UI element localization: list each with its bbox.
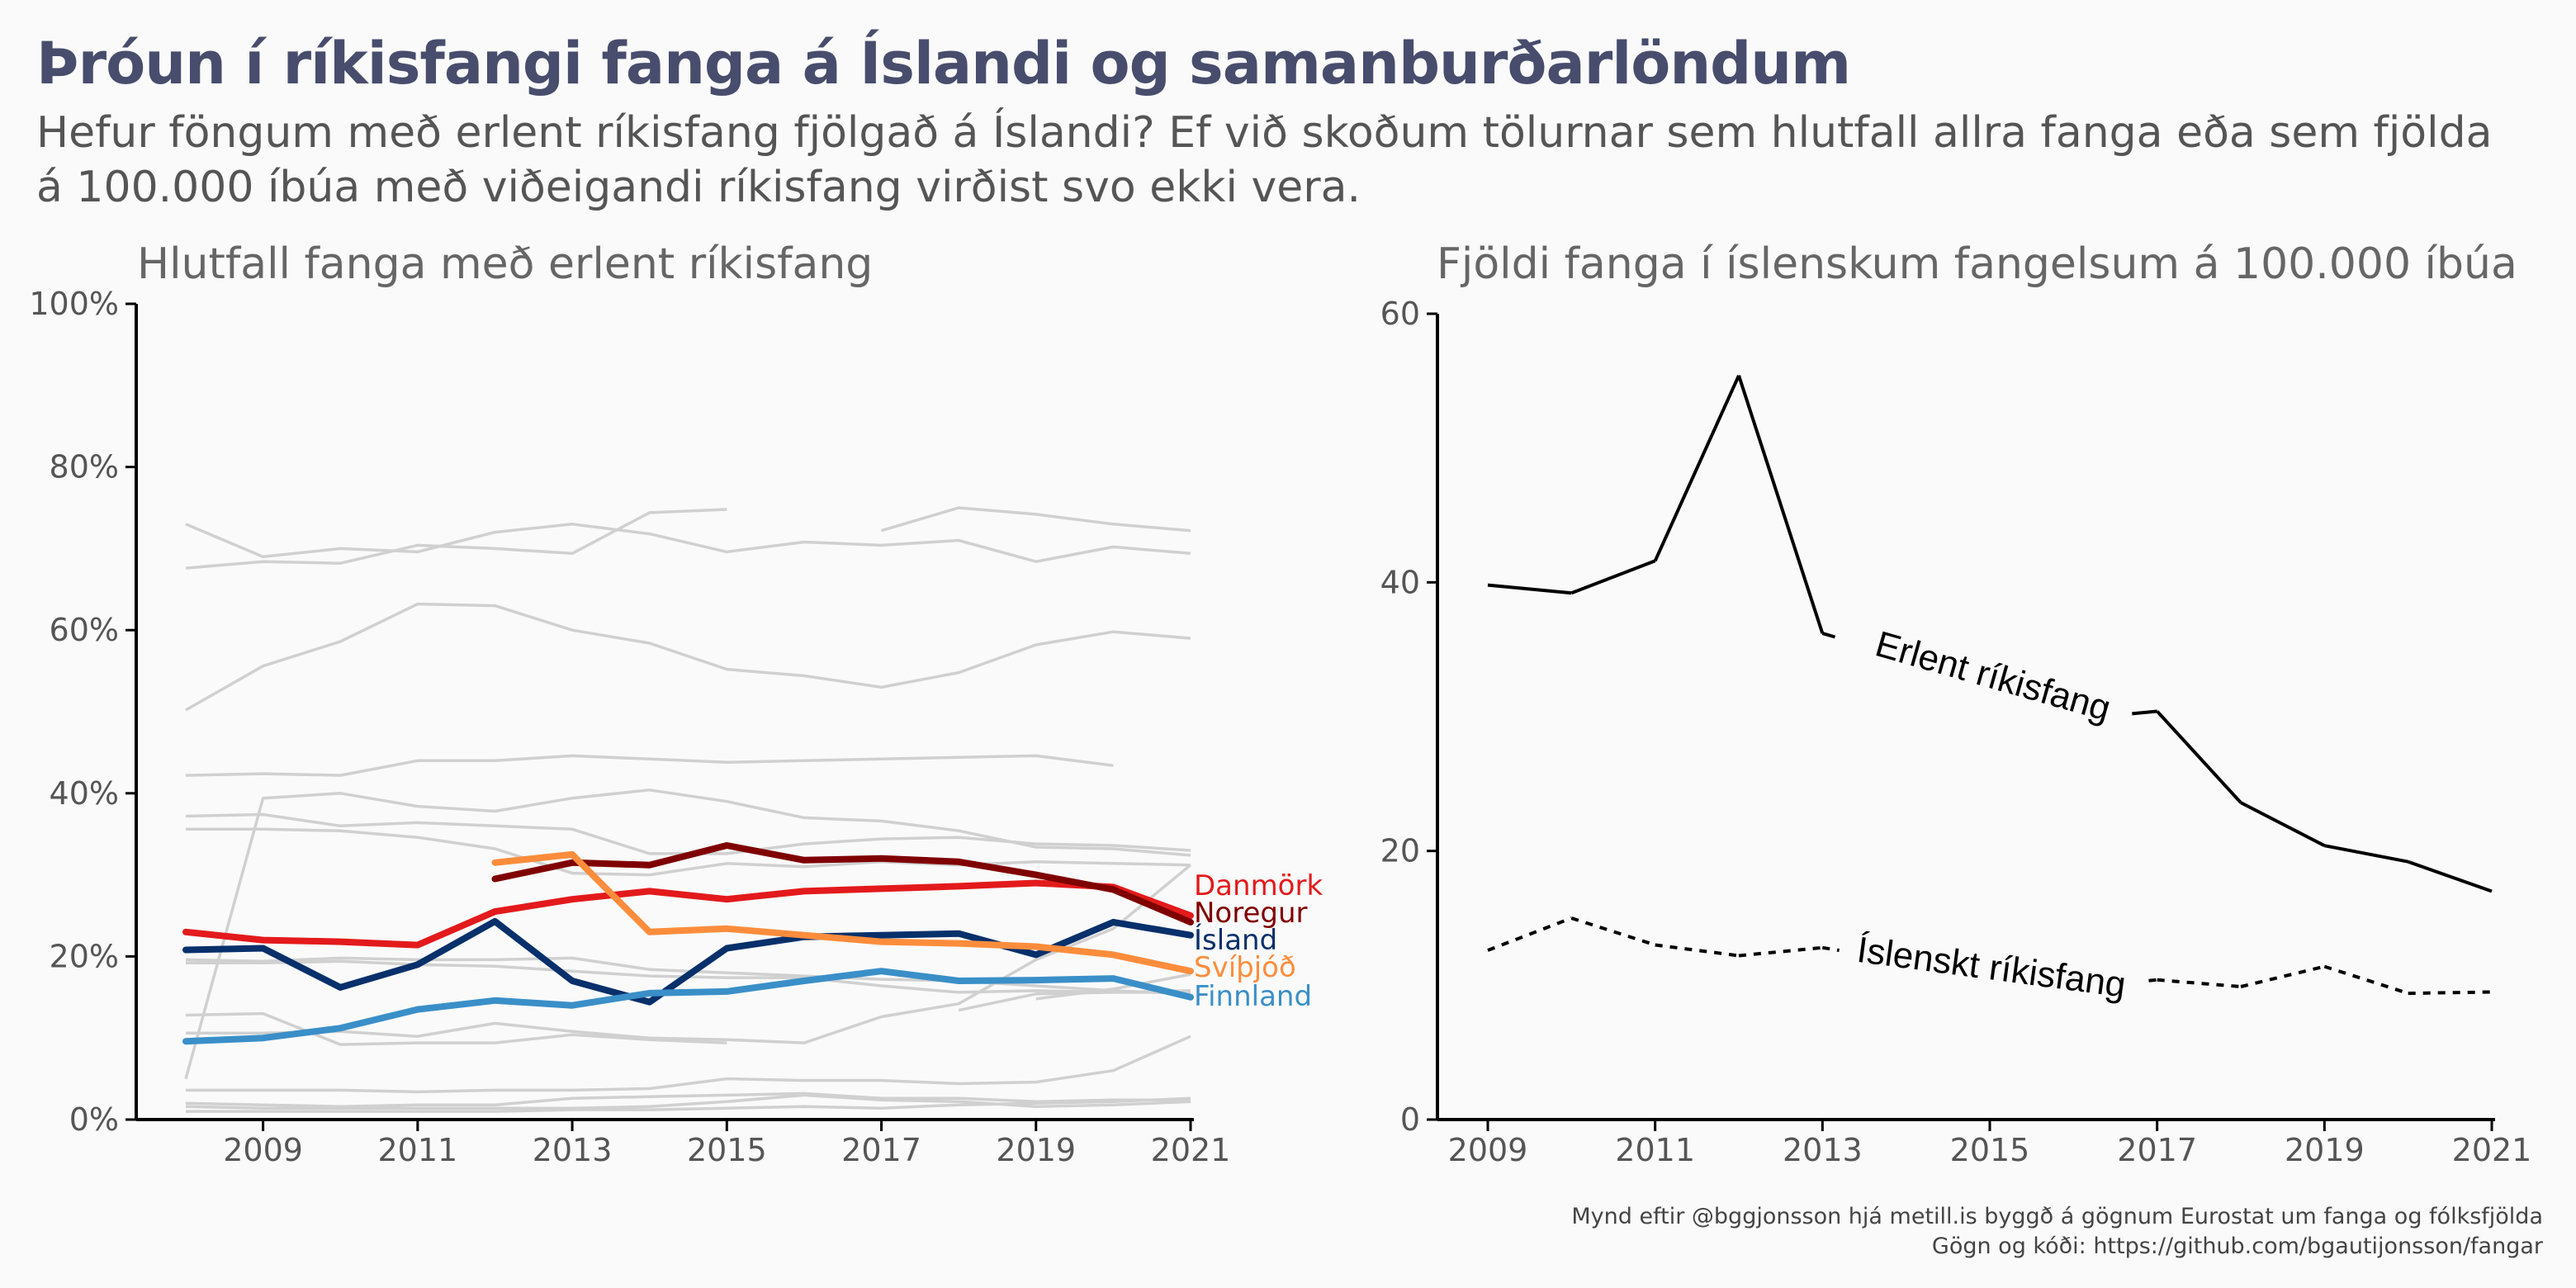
right-x-tick-label: 2017 [2117, 1132, 2197, 1168]
background-country-line [185, 1011, 727, 1046]
background-country-line [185, 1093, 1191, 1110]
right-y-tick-label: 40 [1380, 564, 1420, 600]
left-x-tick-label: 2009 [223, 1132, 303, 1168]
background-country-line [185, 1091, 1191, 1108]
background-country-line [186, 1096, 1191, 1113]
left-y-tick-label: 80% [50, 449, 119, 485]
caption: Mynd eftir @bggjonsson hjá metill.is byg… [1571, 1202, 2543, 1262]
background-country-line [186, 827, 1191, 877]
series-label: Ísland [1194, 923, 1277, 957]
left-x-tick-label: 2011 [377, 1132, 457, 1168]
left-y-tick-label: 40% [50, 775, 119, 812]
left-x-tick-label: 2013 [533, 1132, 613, 1168]
right-x-tick-label: 2015 [1950, 1132, 2030, 1168]
left-panel-title: Hlutfall fanga með erlent ríkisfang [137, 239, 874, 289]
left-x-tick-label: 2021 [1151, 1132, 1231, 1168]
background-country-line [1035, 973, 1191, 1001]
series-line-Ísland [182, 917, 1194, 1006]
label-erlent-rikisfang: Erlent ríkisfang [1871, 623, 2115, 729]
right-x-tick-label: 2013 [1783, 1132, 1863, 1168]
series-line-islenskt [1487, 916, 2493, 996]
caption-line-1: Mynd eftir @bggjonsson hjá metill.is byg… [1571, 1204, 2543, 1229]
background-country-line [185, 523, 1191, 563]
left-x-tick-label: 2017 [841, 1132, 921, 1168]
background-country-line [186, 864, 1192, 1044]
series-label: Noregur [1194, 897, 1308, 930]
right-x-tick-label: 2019 [2285, 1132, 2365, 1168]
right-x-tick-label: 2011 [1615, 1132, 1695, 1168]
chart-title: Þróun í ríkisfangi fanga á Íslandi og sa… [36, 30, 1851, 97]
left-x-tick-label: 2019 [996, 1132, 1076, 1168]
left-y-tick-label: 0% [69, 1101, 119, 1138]
background-country-line [185, 602, 1191, 712]
left-y-tick-label: 60% [50, 612, 119, 648]
chart-subtitle: Hefur föngum með erlent ríkisfang fjölga… [36, 108, 2493, 212]
left-y-tick-label: 20% [50, 938, 119, 974]
series-line-Finnland [182, 968, 1194, 1045]
series-label: Danmörk [1194, 869, 1323, 902]
right-x-tick-label: 2009 [1448, 1132, 1528, 1168]
label-islenskt-rikisfang: Íslenskt ríkisfang [1854, 930, 2128, 1006]
series-line-Noregur [491, 842, 1194, 926]
background-country-line [184, 788, 1191, 1080]
left-x-tick-label: 2015 [687, 1132, 767, 1168]
right-y-tick-label: 60 [1380, 296, 1420, 332]
series-label: Svíþjóð [1194, 951, 1296, 984]
background-country-line [881, 506, 1191, 533]
caption-line-2: Gögn og kóði: https://github.com/bgautij… [1931, 1234, 2543, 1259]
series-label: Finnland [1194, 980, 1312, 1013]
background-country-line [185, 754, 1114, 777]
background-country-line [185, 508, 727, 570]
series-line-Svíþjóð [491, 850, 1194, 975]
series-line-Danmörk [182, 879, 1194, 949]
series-line-erlent [1487, 374, 2493, 893]
background-country-line [185, 956, 1191, 996]
background-country-line [186, 1035, 1191, 1094]
right-y-tick-label: 0 [1400, 1101, 1420, 1138]
left-y-tick-label: 100% [29, 286, 119, 322]
right-y-tick-label: 20 [1380, 833, 1420, 869]
right-x-tick-label: 2021 [2452, 1132, 2532, 1168]
right-panel-title: Fjöldi fanga í íslenskum fangelsum á 100… [1437, 239, 2517, 289]
